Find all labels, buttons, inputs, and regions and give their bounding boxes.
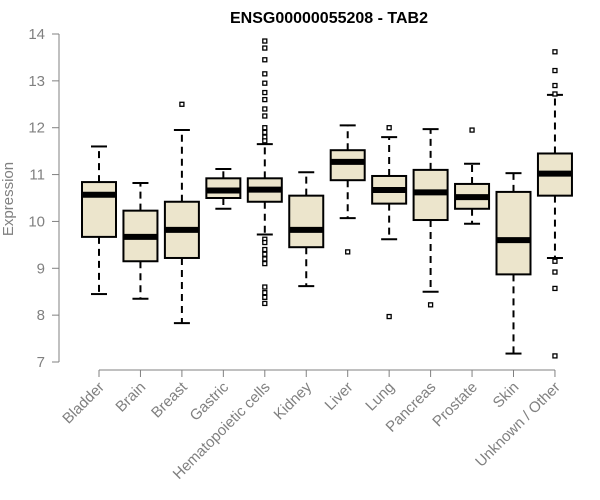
- outlier-point: [262, 89, 268, 96]
- y-tick-label: 13: [28, 73, 45, 90]
- outlier-point: [427, 302, 434, 308]
- y-tick-label: 11: [29, 167, 45, 184]
- outlier-point: [262, 80, 268, 86]
- outlier-point: [469, 127, 475, 133]
- x-tick-label: Breast: [148, 378, 191, 421]
- outlier-point: [262, 106, 268, 112]
- outlier-point: [262, 113, 268, 119]
- outlier-point: [386, 125, 392, 131]
- box-gastric: [205, 167, 242, 210]
- outlier-point: [262, 300, 268, 307]
- x-tick-label: Skin: [490, 379, 523, 412]
- box-liver: [329, 124, 366, 255]
- y-axis-label: Expression: [0, 162, 17, 236]
- x-tick-label: Liver: [322, 379, 357, 414]
- box-hematopoietic-cells: [246, 38, 283, 307]
- y-tick-label: 7: [37, 354, 45, 371]
- iqr-box: [81, 181, 117, 238]
- x-tick-label: Prostate: [429, 379, 481, 431]
- y-tick-label: 12: [28, 120, 45, 137]
- outlier-point: [552, 353, 558, 359]
- y-tick-label: 8: [37, 307, 45, 324]
- box-prostate: [454, 127, 491, 225]
- outlier-point: [262, 38, 268, 44]
- outlier-point: [262, 45, 268, 51]
- chart-title: ENSG00000055208 - TAB2: [230, 10, 428, 27]
- y-tick-label: 14: [28, 26, 45, 43]
- box-unknown-other: [536, 49, 573, 359]
- x-tick-label: Brain: [112, 379, 149, 416]
- box-lung: [371, 125, 408, 320]
- outlier-point: [552, 67, 558, 74]
- outlier-point: [262, 129, 268, 136]
- outlier-point: [262, 138, 268, 144]
- outlier-point: [262, 284, 268, 290]
- outlier-point: [552, 269, 558, 275]
- outlier-point: [262, 290, 268, 296]
- outlier-point: [386, 313, 392, 320]
- outlier-point: [262, 260, 268, 267]
- box-breast: [163, 101, 200, 325]
- outlier-point: [552, 258, 558, 264]
- outlier-point: [262, 251, 268, 257]
- outlier-point: [262, 294, 268, 300]
- outlier-point: [552, 49, 558, 55]
- y-tick-label: 10: [28, 213, 45, 230]
- outlier-point: [552, 91, 558, 97]
- outlier-point: [345, 249, 351, 255]
- iqr-box: [495, 190, 532, 276]
- box-skin: [495, 172, 532, 355]
- x-tick-label: Bladder: [59, 379, 108, 428]
- outlier-point: [552, 285, 558, 292]
- outlier-point: [262, 71, 268, 77]
- x-tick-label: Lung: [362, 379, 398, 415]
- box-pancreas: [412, 128, 449, 308]
- x-tick-label: Kidney: [271, 378, 316, 423]
- outlier-point: [262, 239, 268, 246]
- outlier-point: [262, 246, 268, 253]
- outlier-point: [262, 256, 268, 262]
- outlier-point: [552, 82, 558, 89]
- outlier-point: [262, 57, 268, 63]
- box-brain: [122, 182, 159, 300]
- box-kidney: [288, 171, 325, 288]
- boxes-group: [81, 38, 573, 359]
- y-axis: 7 8 9 10 11 12 13 14: [28, 26, 60, 371]
- y-tick-label: 9: [37, 260, 45, 277]
- outlier-point: [262, 96, 268, 103]
- iqr-box: [288, 194, 325, 249]
- outlier-point: [179, 101, 185, 107]
- box-bladder: [81, 145, 117, 296]
- iqr-box: [329, 149, 366, 182]
- outlier-point: [262, 125, 268, 131]
